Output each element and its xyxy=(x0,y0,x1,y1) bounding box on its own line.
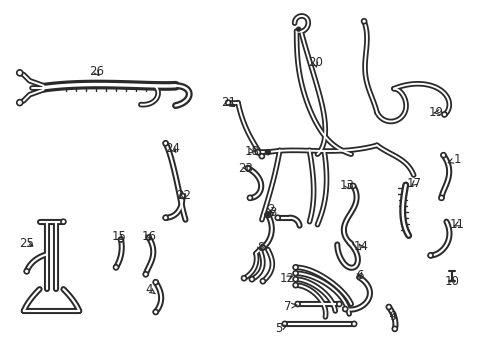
Text: 12: 12 xyxy=(280,272,295,285)
Text: 7: 7 xyxy=(284,300,297,312)
Circle shape xyxy=(226,100,231,105)
Circle shape xyxy=(245,166,250,171)
Circle shape xyxy=(293,277,298,282)
Circle shape xyxy=(293,265,298,270)
Circle shape xyxy=(143,272,148,277)
Circle shape xyxy=(439,195,444,201)
Circle shape xyxy=(260,245,266,250)
Circle shape xyxy=(119,237,123,242)
Circle shape xyxy=(247,195,252,201)
Circle shape xyxy=(265,212,271,218)
Circle shape xyxy=(293,283,298,288)
Circle shape xyxy=(249,277,254,282)
Circle shape xyxy=(428,253,433,258)
Text: 13: 13 xyxy=(340,179,355,193)
Circle shape xyxy=(17,100,23,105)
Text: 11: 11 xyxy=(450,218,465,231)
Circle shape xyxy=(442,112,447,117)
Text: 24: 24 xyxy=(165,142,180,155)
Text: 21: 21 xyxy=(220,96,236,109)
Text: 23: 23 xyxy=(239,162,253,175)
Text: 4: 4 xyxy=(145,283,155,296)
Circle shape xyxy=(61,219,66,224)
Circle shape xyxy=(293,271,298,276)
Circle shape xyxy=(260,279,266,284)
Circle shape xyxy=(282,321,287,327)
Circle shape xyxy=(255,150,260,155)
Text: 3: 3 xyxy=(269,206,276,219)
Text: 18: 18 xyxy=(245,145,259,158)
Text: 14: 14 xyxy=(354,240,368,253)
Text: 25: 25 xyxy=(19,237,34,250)
Circle shape xyxy=(114,265,119,270)
Text: 17: 17 xyxy=(406,177,421,190)
Text: 1: 1 xyxy=(448,153,461,166)
Text: 10: 10 xyxy=(445,275,460,288)
Circle shape xyxy=(392,327,397,331)
Text: 20: 20 xyxy=(308,57,323,69)
Circle shape xyxy=(266,150,270,155)
Circle shape xyxy=(296,27,300,31)
Circle shape xyxy=(24,269,29,274)
Circle shape xyxy=(352,321,357,327)
Circle shape xyxy=(362,19,367,24)
Circle shape xyxy=(242,276,246,281)
Circle shape xyxy=(17,70,23,76)
Text: 5: 5 xyxy=(275,322,287,336)
Circle shape xyxy=(163,141,168,146)
Circle shape xyxy=(275,215,280,220)
Circle shape xyxy=(259,154,264,159)
Circle shape xyxy=(351,184,356,188)
Text: 15: 15 xyxy=(112,230,126,243)
Text: 6: 6 xyxy=(356,269,364,282)
Text: 9: 9 xyxy=(389,310,396,323)
Circle shape xyxy=(180,193,185,198)
Circle shape xyxy=(337,302,342,306)
Text: 19: 19 xyxy=(429,106,444,119)
Text: 8: 8 xyxy=(257,241,265,254)
Circle shape xyxy=(441,153,446,158)
Circle shape xyxy=(387,305,392,310)
Circle shape xyxy=(163,215,168,220)
Circle shape xyxy=(153,310,158,314)
Text: 16: 16 xyxy=(141,230,156,243)
Text: 2: 2 xyxy=(267,203,274,216)
Circle shape xyxy=(343,306,348,311)
Text: 22: 22 xyxy=(176,189,191,202)
Text: 26: 26 xyxy=(89,66,104,78)
Circle shape xyxy=(153,280,158,285)
Circle shape xyxy=(147,235,151,240)
Circle shape xyxy=(295,302,300,306)
